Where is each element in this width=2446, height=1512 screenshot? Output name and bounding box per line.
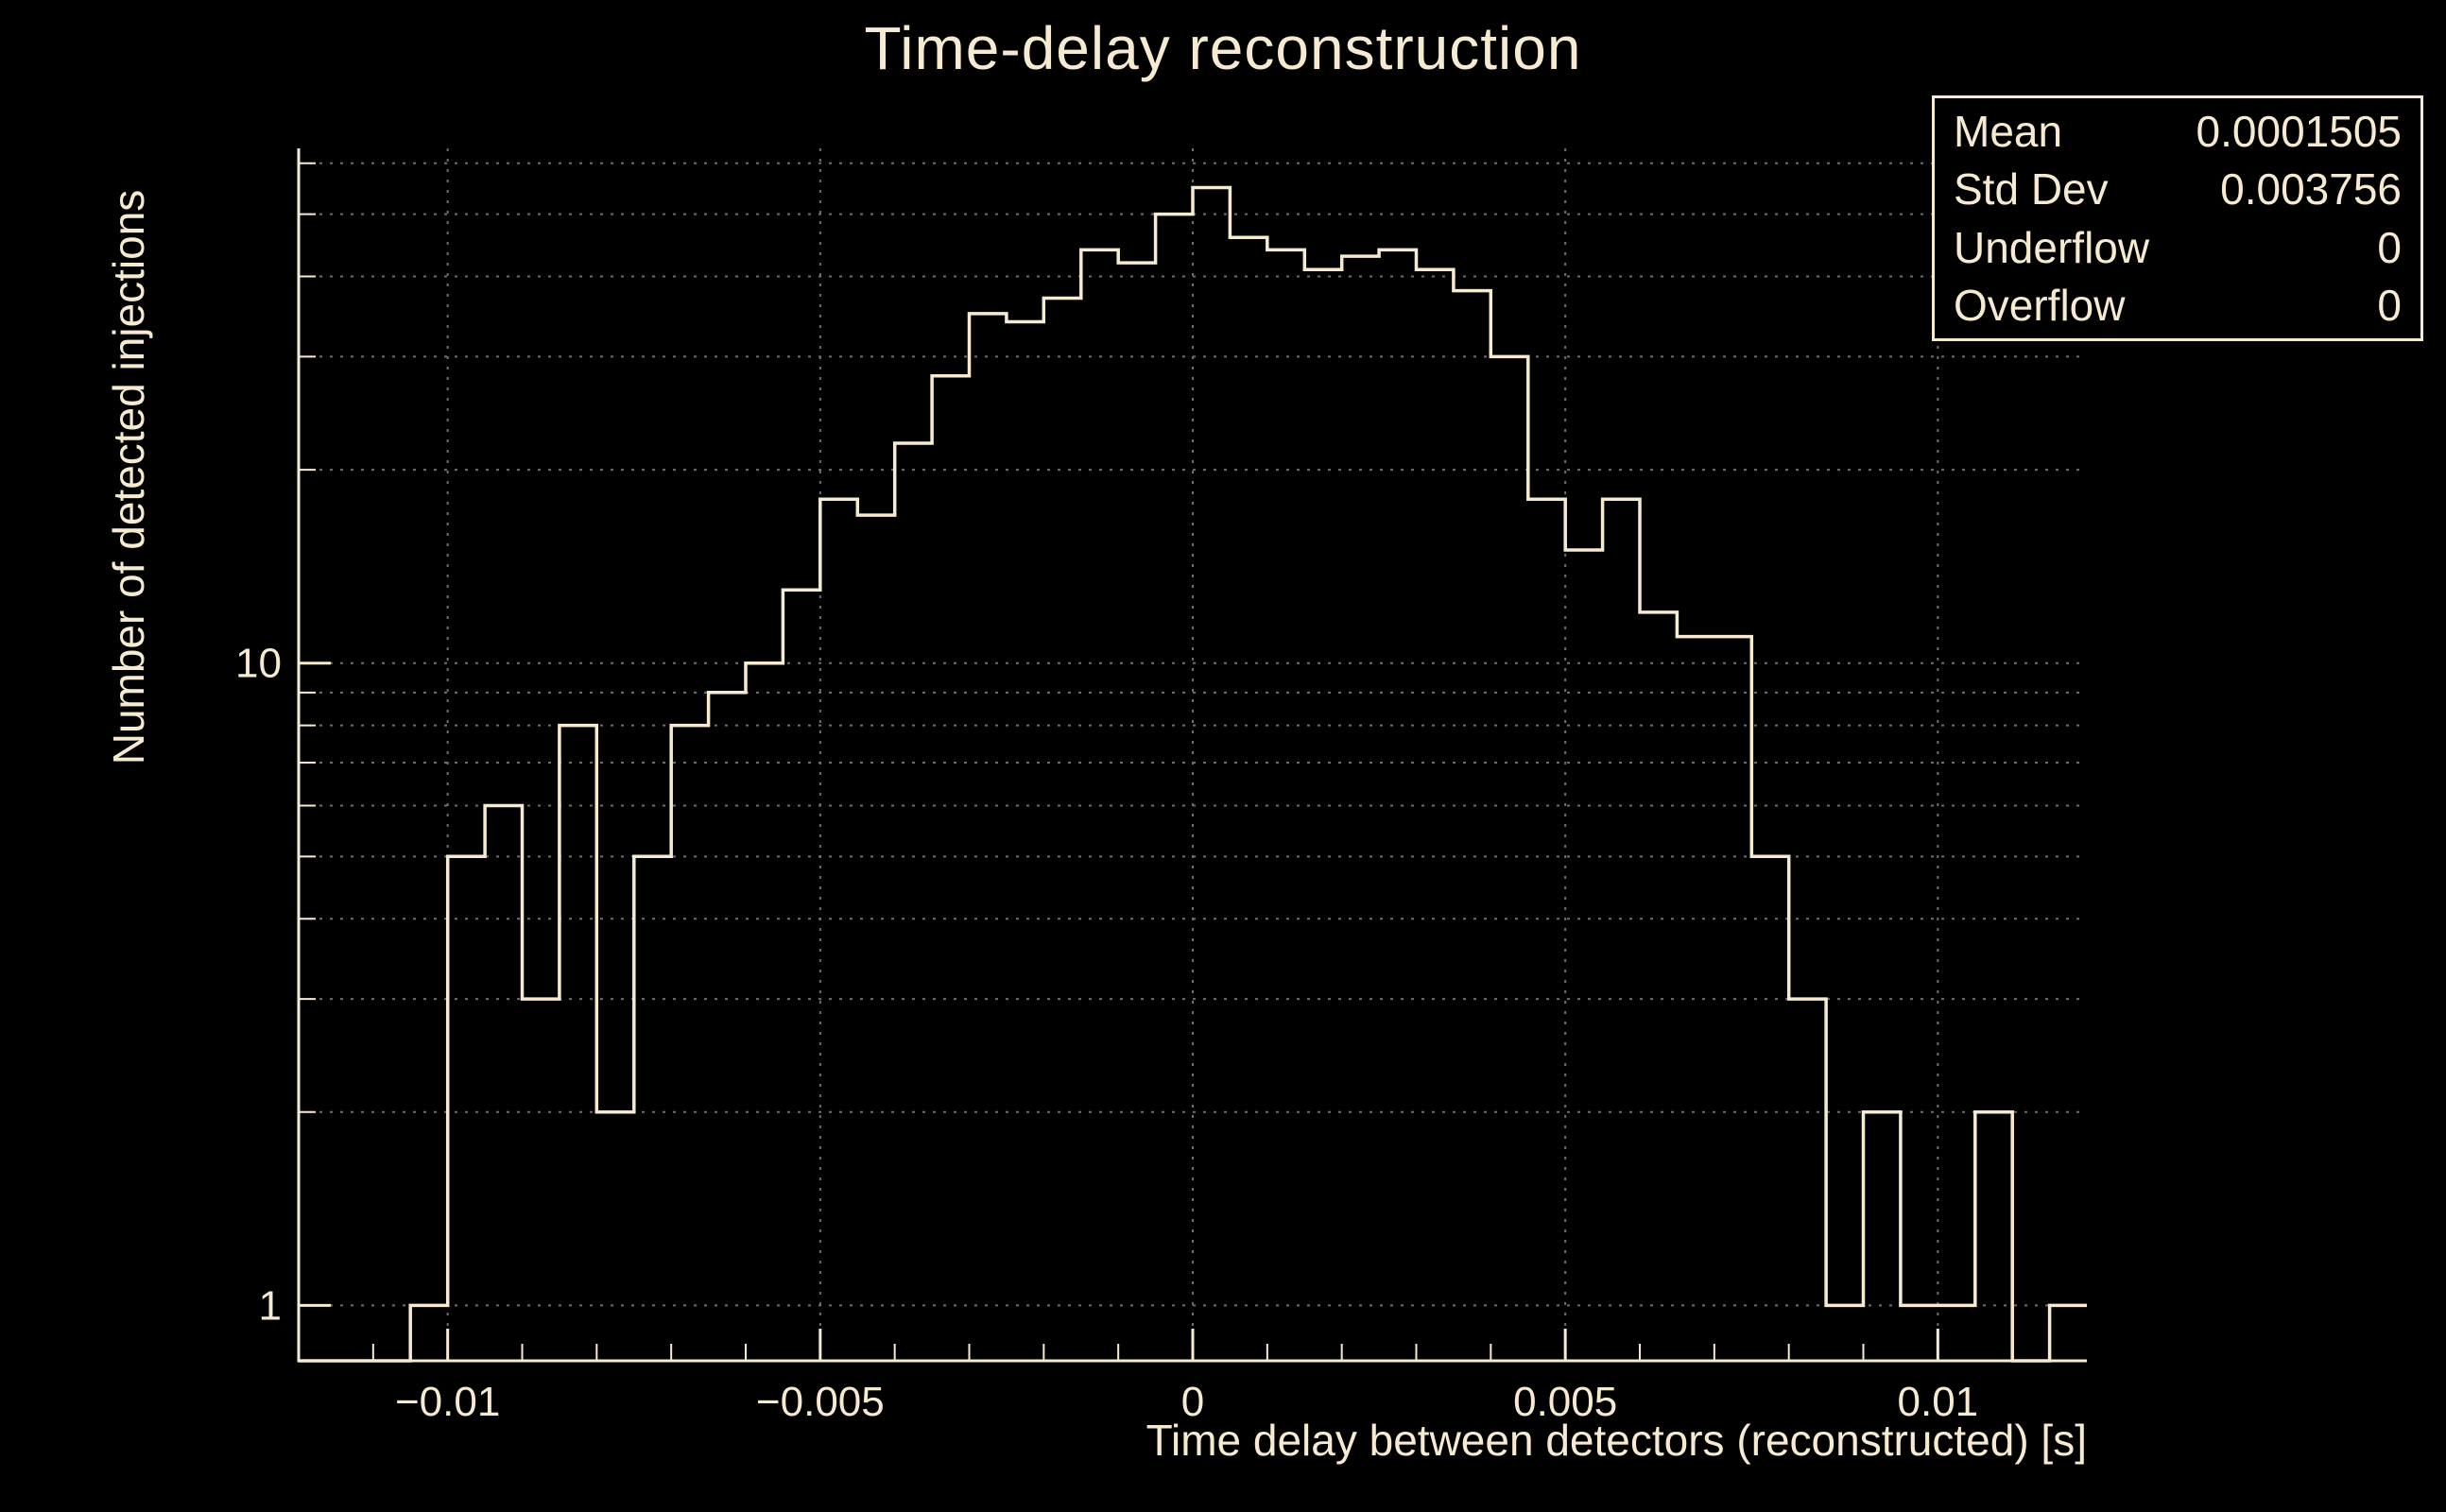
stat-value: 0.003756 — [2220, 164, 2402, 215]
x-axis-title: Time delay between detectors (reconstruc… — [1146, 1416, 2087, 1465]
histogram-line — [299, 185, 2087, 1363]
axis-ticks — [299, 162, 2014, 1361]
y-tick-label: 1 — [259, 1282, 282, 1329]
stat-label: Std Dev — [1954, 164, 2109, 215]
y-tick-label: 10 — [235, 641, 282, 687]
stat-label: Mean — [1954, 106, 2063, 156]
stats-row: Mean 0.0001505 — [1954, 106, 2402, 157]
gridlines — [299, 148, 2087, 1361]
stats-row: Overflow 0 — [1954, 280, 2402, 331]
stats-row: Underflow 0 — [1954, 222, 2402, 273]
x-tick-label: −0.01 — [395, 1379, 500, 1425]
x-tick-label: 0.01 — [1898, 1379, 1979, 1425]
stat-value: 0 — [2377, 281, 2402, 331]
stat-label: Underflow — [1954, 222, 2150, 272]
x-tick-label: −0.005 — [756, 1379, 885, 1425]
stats-row: Std Dev 0.003756 — [1954, 163, 2402, 215]
stats-box: Mean 0.0001505 Std Dev 0.003756 Underflo… — [1932, 95, 2423, 341]
stat-value: 0 — [2377, 222, 2402, 272]
stat-label: Overflow — [1954, 281, 2126, 331]
x-tick-label: 0.005 — [1513, 1379, 1617, 1425]
stat-value: 0.0001505 — [2196, 106, 2402, 156]
tick-labels: −0.01 −0.005 0 0.005 0.01 1 10 — [235, 641, 1978, 1425]
x-tick-label: 0 — [1181, 1379, 1204, 1425]
y-axis-title: Number of detected injections — [104, 190, 153, 765]
chart-title: Time-delay reconstruction — [864, 14, 1582, 82]
